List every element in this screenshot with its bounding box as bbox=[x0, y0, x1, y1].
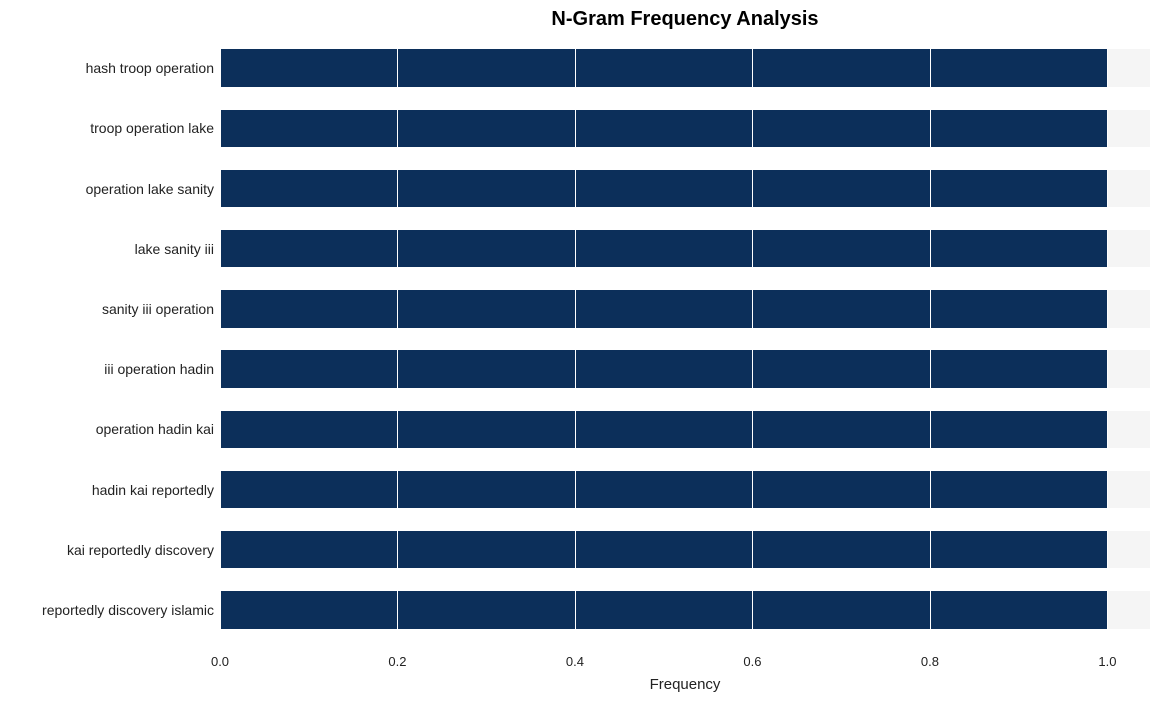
bar bbox=[220, 531, 1107, 568]
x-tick-label: 0.4 bbox=[566, 654, 584, 669]
bar bbox=[220, 110, 1107, 147]
grid-vline bbox=[397, 38, 398, 640]
x-tick-label: 1.0 bbox=[1098, 654, 1116, 669]
x-tick-label: 0.6 bbox=[743, 654, 761, 669]
grid-vline bbox=[752, 38, 753, 640]
y-tick-label: operation lake sanity bbox=[0, 181, 214, 197]
grid-vline bbox=[575, 38, 576, 640]
grid-vline bbox=[1107, 38, 1108, 640]
y-tick-label: hadin kai reportedly bbox=[0, 482, 214, 498]
x-axis-label: Frequency bbox=[220, 676, 1150, 693]
x-tick-label: 0.2 bbox=[388, 654, 406, 669]
bar bbox=[220, 170, 1107, 207]
y-tick-label: kai reportedly discovery bbox=[0, 542, 214, 558]
bar bbox=[220, 49, 1107, 86]
plot-area bbox=[220, 38, 1150, 640]
bar bbox=[220, 350, 1107, 387]
grid-vline bbox=[930, 38, 931, 640]
y-tick-label: lake sanity iii bbox=[0, 241, 214, 257]
y-tick-label: iii operation hadin bbox=[0, 361, 214, 377]
grid-vline bbox=[220, 38, 221, 640]
x-tick-label: 0.8 bbox=[921, 654, 939, 669]
y-tick-label: reportedly discovery islamic bbox=[0, 602, 214, 618]
bar bbox=[220, 591, 1107, 628]
x-tick-label: 0.0 bbox=[211, 654, 229, 669]
bar bbox=[220, 411, 1107, 448]
chart-title: N-Gram Frequency Analysis bbox=[220, 8, 1150, 31]
bar bbox=[220, 290, 1107, 327]
bar bbox=[220, 230, 1107, 267]
ngram-frequency-chart: N-Gram Frequency Analysis hash troop ope… bbox=[0, 0, 1159, 701]
bar bbox=[220, 471, 1107, 508]
y-tick-label: hash troop operation bbox=[0, 60, 214, 76]
y-tick-label: operation hadin kai bbox=[0, 421, 214, 437]
y-tick-label: troop operation lake bbox=[0, 120, 214, 136]
y-tick-label: sanity iii operation bbox=[0, 301, 214, 317]
